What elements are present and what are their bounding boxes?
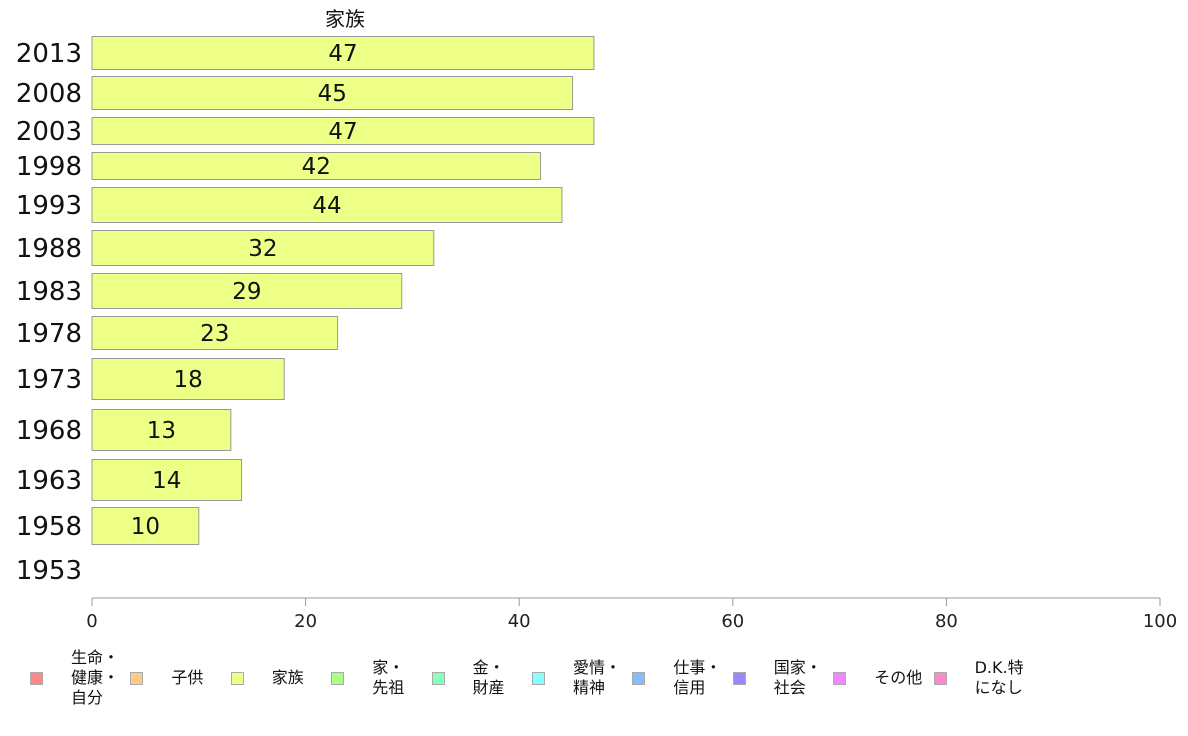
x-tick-label: 20 [294, 611, 317, 632]
y-tick-label: 2008 [16, 79, 82, 109]
x-axis: 0 20 40 60 80 100 [86, 597, 1177, 632]
y-tick-label: 1983 [16, 277, 82, 307]
legend-swatch [732, 672, 746, 685]
bar [91, 409, 232, 451]
legend-label: その他 [874, 668, 923, 687]
legend-swatch [632, 672, 646, 685]
x-tick-label: 60 [721, 611, 744, 632]
bars-group: 2013 47 2008 45 2003 47 1998 42 1993 44 1988 32 1983… [16, 36, 595, 586]
y-tick-label: 1973 [16, 365, 82, 395]
x-tick-label: 0 [86, 611, 97, 632]
legend-swatch [30, 672, 43, 685]
bar [91, 316, 339, 350]
legend-label: 家族 [271, 668, 304, 687]
legend-swatch [532, 672, 545, 685]
bar-value-label: 45 [318, 81, 347, 107]
legend-swatch [130, 672, 144, 685]
bar-value-label: 23 [200, 321, 229, 347]
legend-label: 愛情・ 精神 [573, 658, 622, 697]
chart-title: 家族 [325, 7, 365, 31]
y-tick-label: 2003 [16, 117, 82, 147]
bar [91, 507, 200, 545]
bar [91, 459, 243, 501]
y-tick-label: 2013 [16, 39, 82, 69]
y-tick-label: 1978 [16, 319, 82, 349]
bar [91, 36, 595, 70]
y-tick-label: 1963 [16, 466, 82, 496]
x-tick-label: 100 [1143, 611, 1177, 632]
legend-label: 生命・ 健康・ 自分 [71, 648, 120, 707]
y-tick-label: 1993 [16, 191, 82, 221]
legend-swatch [833, 672, 847, 685]
bar-value-label: 13 [147, 418, 176, 444]
legend: 生命・ 健康・ 自分 子供 家族 家・ 先祖 金・ 財産 愛情・ 精神 仕事・ 信用 国家・ … [30, 648, 1070, 718]
bar [91, 152, 542, 180]
legend-label: 国家・ 社会 [773, 658, 822, 697]
legend-label: 子供 [171, 668, 204, 687]
legend-swatch [331, 672, 345, 685]
y-tick-label: 1998 [16, 152, 82, 182]
bar-value-label: 14 [152, 468, 181, 494]
legend-label: 家・ 先祖 [372, 658, 405, 697]
bar-value-label: 44 [312, 193, 341, 219]
legend-swatch [431, 672, 445, 685]
bar-value-label: 47 [328, 119, 357, 145]
y-tick-label: 1988 [16, 234, 82, 264]
y-tick-label: 1968 [16, 416, 82, 446]
y-tick-label: 1953 [16, 556, 82, 586]
x-tick-label: 80 [935, 611, 958, 632]
legend-label: 仕事・ 信用 [673, 658, 722, 697]
bar [91, 273, 403, 309]
bar-value-label: 10 [131, 514, 160, 540]
bar [91, 76, 574, 110]
bar-value-label: 42 [302, 154, 331, 180]
legend-label: D.K.特 になし [974, 658, 1024, 697]
bar-value-label: 29 [232, 279, 261, 305]
bar [91, 117, 595, 145]
legend-swatch [933, 672, 947, 685]
legend-label: 金・ 財産 [472, 658, 505, 697]
bar-value-label: 18 [173, 367, 202, 393]
bar [91, 358, 285, 400]
bar-value-label: 47 [328, 41, 357, 67]
bar-value-label: 32 [248, 236, 277, 262]
legend-swatch [230, 672, 244, 685]
x-tick-label: 40 [508, 611, 531, 632]
bar [91, 230, 435, 266]
bar [91, 187, 563, 223]
y-tick-label: 1958 [16, 512, 82, 542]
